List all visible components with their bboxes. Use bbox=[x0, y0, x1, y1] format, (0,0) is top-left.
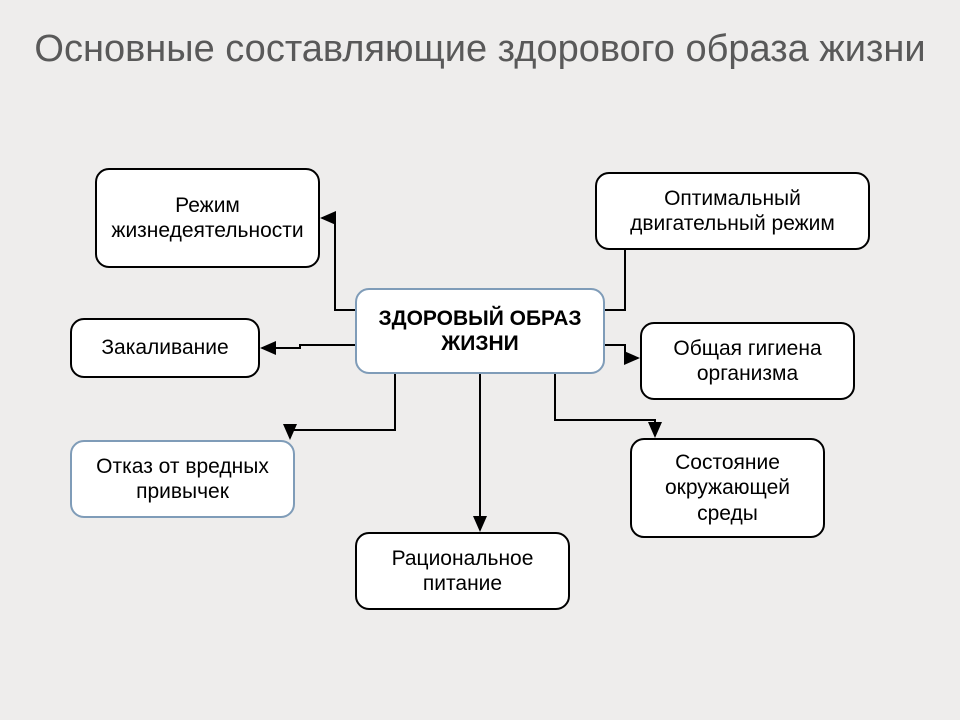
node-otkaz: Отказ от вредных привычек bbox=[70, 440, 295, 518]
node-nutrition: Рациональное питание bbox=[355, 532, 570, 610]
edge bbox=[262, 345, 355, 348]
edge bbox=[290, 374, 395, 438]
node-zakal: Закаливание bbox=[70, 318, 260, 378]
edge bbox=[605, 345, 638, 358]
node-hygiene: Общая гигиена организма bbox=[640, 322, 855, 400]
node-motor: Оптимальный двигательный режим bbox=[595, 172, 870, 250]
edge bbox=[322, 218, 355, 310]
node-center: ЗДОРОВЫЙ ОБРАЗ ЖИЗНИ bbox=[355, 288, 605, 374]
node-env: Состояние окружающей среды bbox=[630, 438, 825, 538]
diagram-canvas: Основные составляющие здорового образа ж… bbox=[0, 0, 960, 720]
node-regime: Режим жизнедеятельности bbox=[95, 168, 320, 268]
